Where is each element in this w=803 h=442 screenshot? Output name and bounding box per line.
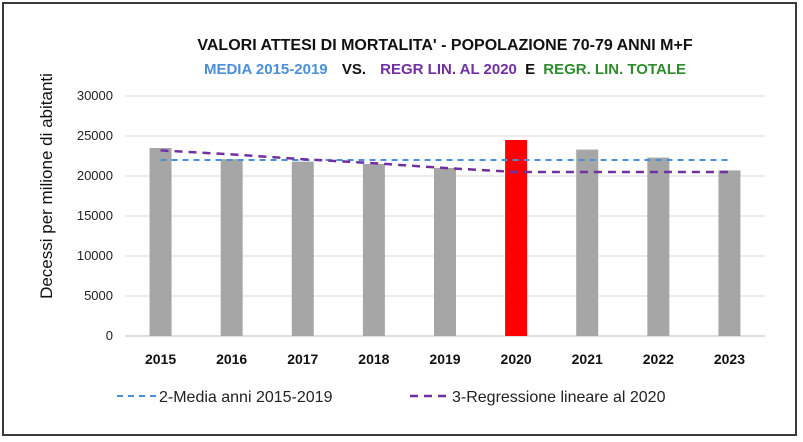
- legend-label-3: 3-Regressione lineare al 2020: [452, 389, 666, 406]
- y-axis-label: Decessi per milione di abitanti: [37, 73, 56, 299]
- x-tick-label: 2023: [714, 351, 745, 367]
- subtitle-part-regr-2020: REGR LIN. AL 2020: [380, 61, 517, 78]
- bar-2017: [291, 161, 314, 336]
- y-axis-ticks: 0 5000 10000 15000 20000 25000 30000: [77, 88, 113, 343]
- subtitle-part-regr-totale: REGR. LIN. TOTALE: [543, 61, 686, 78]
- x-tick-label: 2021: [572, 351, 603, 367]
- x-tick-label: 2020: [501, 351, 532, 367]
- bar-2021: [576, 149, 599, 336]
- bar-2020: [505, 140, 528, 336]
- y-tick-label: 10000: [77, 248, 113, 263]
- x-tick-label: 2018: [358, 351, 389, 367]
- y-tick-label: 20000: [77, 168, 113, 183]
- x-tick-label: 2015: [145, 351, 176, 367]
- legend-label-2: 2-Media anni 2015-2019: [159, 389, 333, 406]
- y-tick-label: 0: [106, 328, 113, 343]
- x-tick-label: 2017: [287, 351, 318, 367]
- bar-2022: [647, 157, 670, 336]
- bars: [149, 140, 741, 336]
- subtitle-part-media: MEDIA 2015-2019: [204, 61, 328, 78]
- bar-2023: [718, 170, 741, 336]
- x-tick-label: 2016: [216, 351, 247, 367]
- y-tick-label: 5000: [84, 288, 113, 303]
- x-axis-ticks: 2015 2016 2017 2018 2019 2020 2021 2022 2023: [145, 351, 745, 367]
- bar-2016: [220, 159, 243, 336]
- chart-title: VALORI ATTESI DI MORTALITA' - POPOLAZION…: [197, 37, 692, 54]
- x-tick-label: 2022: [643, 351, 674, 367]
- y-tick-label: 25000: [77, 128, 113, 143]
- y-tick-label: 30000: [77, 88, 113, 103]
- series-lines: [160, 149, 730, 174]
- chart-subtitle: MEDIA 2015-2019 VS. REGR LIN. AL 2020 E …: [204, 61, 686, 78]
- bar-2015: [149, 148, 172, 336]
- subtitle-part-vs: VS.: [342, 61, 366, 78]
- bar-2019: [434, 168, 456, 336]
- x-tick-label: 2019: [429, 351, 460, 367]
- subtitle-part-e: E: [525, 61, 535, 78]
- y-tick-label: 15000: [77, 208, 113, 223]
- legend: 2-Media anni 2015-2019 3-Regressione line…: [117, 389, 666, 406]
- series-line-3: [160, 149, 730, 174]
- bar-2018: [362, 164, 385, 336]
